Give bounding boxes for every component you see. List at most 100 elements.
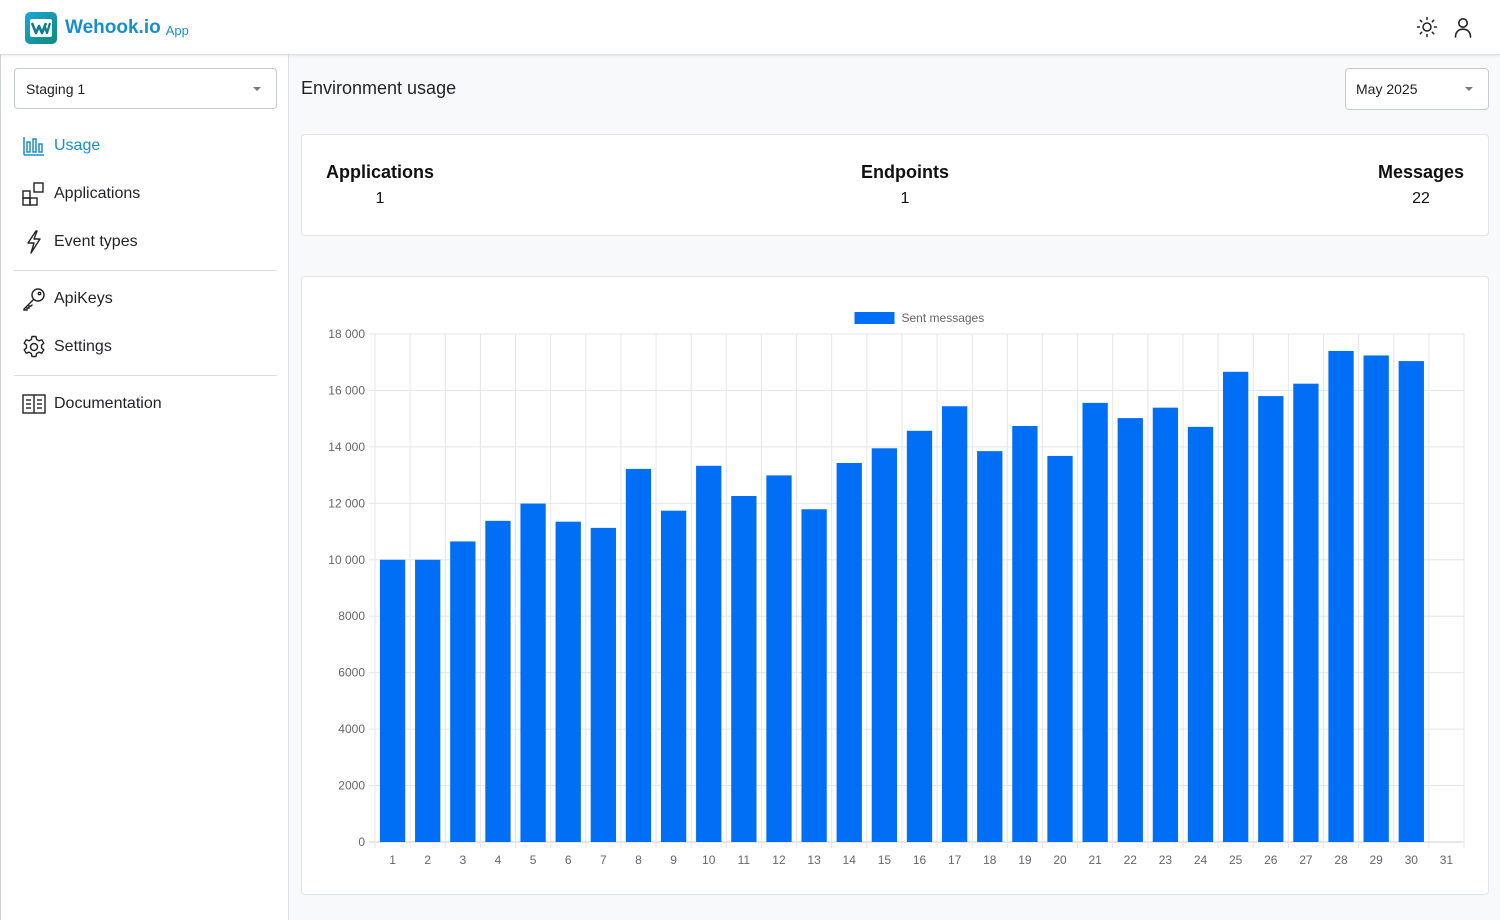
stats-card: Applications 1 Endpoints 1 Messages 22 [301,134,1489,236]
x-tick-label: 27 [1299,853,1313,867]
x-tick-label: 15 [878,853,892,867]
bar [1187,426,1214,842]
lightning-icon [22,230,46,254]
month-select-value: May 2025 [1356,81,1418,97]
bar [1363,355,1389,842]
sidebar-item-settings[interactable]: Settings [22,333,112,361]
x-tick-label: 1 [389,853,396,867]
x-tick-label: 12 [772,853,786,867]
sidebar-item-label: ApiKeys [54,290,113,307]
brand-name: Wehook.io [65,17,161,38]
x-tick-label: 2 [424,853,431,867]
bar [379,559,406,842]
chevron-down-icon [1465,87,1473,91]
sidebar: Staging 1 Usage Applications Event types [0,55,289,920]
y-tick-label: 14 000 [328,440,365,454]
sidebar-item-documentation[interactable]: Documentation [22,390,162,418]
x-tick-label: 31 [1440,853,1454,867]
environment-select-value: Staging 1 [26,80,86,97]
bar [555,521,581,842]
x-tick-label: 3 [459,853,466,867]
bar [836,462,862,842]
x-tick-label: 6 [565,853,572,867]
bar [696,465,722,842]
x-tick-label: 23 [1159,853,1173,867]
sidebar-item-applications[interactable]: Applications [22,180,140,208]
x-tick-label: 21 [1088,853,1102,867]
stat-label: Messages [1377,162,1465,182]
sidebar-item-label: Applications [54,185,141,202]
x-tick-label: 16 [913,853,927,867]
bar [977,451,1003,842]
x-tick-label: 17 [948,853,962,867]
bar [1258,396,1284,842]
sidebar-item-label: Settings [54,338,112,355]
applications-icon [22,182,46,206]
bar [1082,402,1108,842]
book-icon [22,392,46,416]
stat-endpoints: Endpoints 1 [858,162,952,208]
bar [520,503,546,842]
bar [1047,455,1073,842]
environment-select[interactable]: Staging 1 [14,68,277,109]
brand[interactable]: Wehook.io App [25,12,189,44]
bar [1012,426,1038,842]
x-tick-label: 18 [983,853,997,867]
y-tick-label: 12 000 [328,496,365,510]
brand-suffix: App [165,23,189,38]
bar [450,541,476,842]
y-tick-label: 16 000 [328,383,365,397]
stat-label: Endpoints [861,162,949,182]
x-tick-label: 9 [670,853,677,867]
x-tick-label: 24 [1194,853,1208,867]
gear-icon [22,335,46,359]
y-tick-label: 2000 [338,779,365,793]
usage-chart-card: 0 2000 4000 6000 8000 10 000 12 000 14 000 16 00… [301,276,1489,895]
bar [1328,350,1354,842]
y-tick-label: 10 000 [328,553,365,567]
month-select[interactable]: May 2025 [1345,68,1489,110]
bar [590,527,616,842]
y-tick-label: 4000 [338,722,365,736]
stat-value: 1 [900,190,910,207]
bar-chart-icon [22,134,46,158]
theme-toggle-icon[interactable] [1416,16,1438,38]
top-bar: Wehook.io App [0,0,1500,55]
bar [766,475,792,842]
bar [801,509,827,842]
bar [625,468,652,842]
usage-bar-chart: 0 2000 4000 6000 8000 10 000 12 000 14 000 16 00… [328,311,1465,867]
y-tick-label: 6000 [338,666,365,680]
x-tick-label: 7 [600,853,607,867]
sidebar-item-event-types[interactable]: Event types [22,228,138,256]
key-icon [22,287,46,311]
x-tick-label: 11 [738,853,751,867]
x-tick-label: 25 [1229,853,1243,867]
bar [660,510,687,842]
legend-label: Sent messages [902,311,985,325]
y-tick-label: 18 000 [328,327,365,341]
stat-value: 1 [375,190,385,207]
bar [1293,383,1319,842]
x-tick-label: 13 [807,853,821,867]
sidebar-item-label: Usage [54,137,101,154]
user-icon[interactable] [1452,16,1474,38]
sidebar-divider [14,270,277,271]
stat-messages: Messages 22 [1376,162,1466,208]
y-tick-label: 8000 [338,609,365,623]
sidebar-divider [14,375,277,376]
stat-value: 22 [1412,190,1430,207]
bar [1398,361,1424,842]
legend-swatch [854,312,895,324]
x-tick-label: 14 [843,853,857,867]
chevron-down-icon [253,87,261,91]
bar [1223,371,1249,842]
page-title: Environment usage [301,78,457,98]
x-tick-label: 5 [530,853,537,867]
bar [871,448,898,842]
sidebar-item-label: Documentation [54,395,162,412]
x-tick-label: 22 [1124,853,1138,867]
sidebar-item-apikeys[interactable]: ApiKeys [22,285,113,313]
sidebar-item-usage[interactable]: Usage [22,132,100,160]
bar [941,406,968,842]
